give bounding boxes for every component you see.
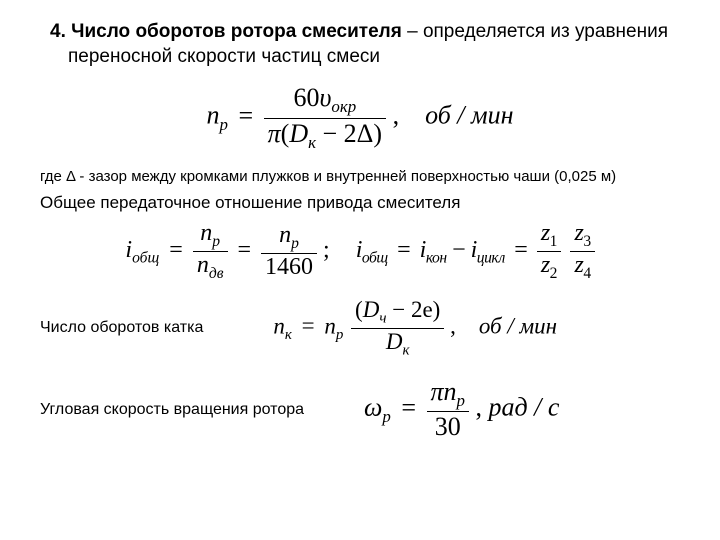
omega-row: Угловая скорость вращения ротора ωр = πn… [40,377,680,442]
nk-var: n [273,313,285,338]
minus-2e: − 2e [386,297,432,322]
Dk: D [386,329,403,354]
z4: z [574,252,583,278]
para-ratio: Общее передаточное отношение привода сме… [40,192,680,214]
para-omega: Угловая скорость вращения ротора [40,401,304,419]
heading-number: 4. [50,21,66,42]
num-var: υ [319,83,331,112]
para-delta: где Δ - зазор между кромками плужков и в… [40,167,680,187]
den-minus: − 2Δ [316,119,373,148]
z3: z [574,220,583,246]
omega-var: ω [364,393,382,422]
open-paren: ( [281,119,290,148]
unit-roller: об / мин [479,313,557,338]
n-var: n [200,220,212,246]
lhs-sub: р [219,115,227,134]
nk-sub: к [285,327,292,343]
comma: , [386,101,419,130]
z1-sub: 1 [550,233,557,250]
z3-sub: 3 [583,233,590,250]
z1: z [541,220,550,246]
n-sub-p2: р [291,235,299,252]
page-root: 4. Число оборотов ротора смесителя – опр… [0,0,720,462]
n-sub-p: р [212,233,220,250]
n-omega: n [444,377,457,406]
unit: об / мин [425,101,513,130]
den-D: D [289,119,308,148]
n-sub-dv: дв [209,265,224,282]
z4-sub: 4 [583,265,590,282]
n-var3: n [279,222,291,248]
ratio-right: iобщ = iкон − iцикл = z1 z2 z3 z4 [356,220,595,283]
i-kon-sub: кон [426,250,447,267]
Dk-sub: к [403,342,410,358]
z2-sub: 2 [550,265,557,282]
formula-roller-rpm: nк = nр (Dч − 2e) Dк , об / мин [273,297,557,359]
np-sub: р [336,327,343,343]
formula-angular-velocity: ωр = πnр 30 , рад / с [364,377,559,442]
const-1460: 1460 [265,254,313,280]
formula-rotor-rpm: nр = 60υокр π(Dк − 2Δ) , об / мин [40,83,680,152]
den-Dsub: к [308,133,316,152]
comma3: , [469,393,489,422]
section-heading: 4. Число оборотов ротора смесителя – опр… [58,20,680,69]
unit-omega: рад / с [488,393,559,422]
pi: π [431,377,444,406]
roller-row: Число оборотов катка nк = nр (Dч − 2e) D… [40,297,680,359]
equals-sign: = [238,101,253,130]
heading-bold: Число оборотов ротора смесителя [71,21,402,42]
den-pi: π [268,119,281,148]
comma2: , [444,313,473,338]
close-paren: ) [373,119,382,148]
num-coef: 60 [293,83,319,112]
const-30: 30 [435,412,461,441]
i-sub: общ [132,250,159,267]
num-sub: окр [331,98,356,117]
fraction: 60υокр π(Dк − 2Δ) [264,83,386,152]
z2: z [541,252,550,278]
semicolon: ; [317,237,330,263]
formula-gear-ratio: iобщ = nр nдв = nр 1460 ; iобщ = iкон − … [40,220,680,283]
Dch: D [363,297,380,322]
i-sub2: общ [362,250,388,267]
ratio-left: iобщ = nр nдв = nр 1460 ; [125,220,329,283]
lhs-var: n [206,101,219,130]
para-roller: Число оборотов катка [40,319,203,337]
i-cikl-sub: цикл [477,250,505,267]
np-var: n [324,313,336,338]
n-omega-sub: р [457,391,465,410]
n-var2: n [197,252,209,278]
omega-sub: р [382,407,390,426]
